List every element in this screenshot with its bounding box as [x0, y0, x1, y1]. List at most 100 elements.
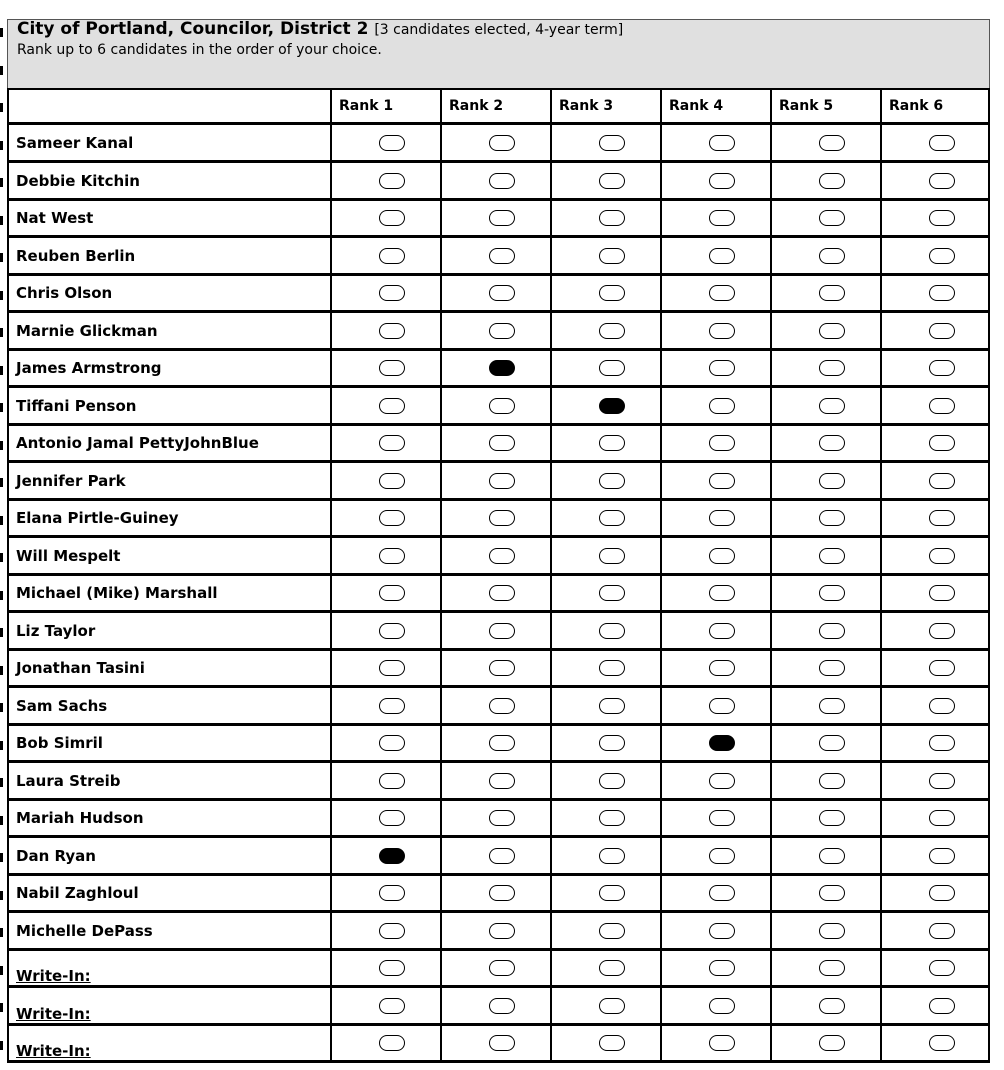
rank-4-bubble[interactable]: [709, 885, 735, 901]
rank-1-bubble[interactable]: [379, 510, 405, 526]
rank-1-bubble[interactable]: [379, 585, 405, 601]
rank-6-bubble[interactable]: [929, 585, 955, 601]
rank-4-bubble[interactable]: [709, 810, 735, 826]
rank-3-bubble[interactable]: [599, 922, 625, 939]
rank-6-bubble[interactable]: [929, 360, 955, 376]
rank-5-bubble[interactable]: [819, 810, 845, 826]
rank-5-bubble[interactable]: [819, 397, 845, 414]
rank-6-bubble[interactable]: [929, 772, 955, 789]
rank-2-bubble[interactable]: [489, 135, 515, 151]
rank-6-bubble[interactable]: [929, 547, 955, 564]
rank-3-bubble[interactable]: [599, 885, 625, 901]
rank-4-bubble[interactable]: [709, 997, 735, 1014]
rank-1-bubble[interactable]: [379, 285, 405, 301]
rank-4-bubble[interactable]: [709, 397, 735, 414]
rank-1-bubble[interactable]: [379, 660, 405, 676]
rank-3-bubble[interactable]: [599, 697, 625, 714]
rank-2-bubble[interactable]: [489, 472, 515, 489]
rank-6-bubble[interactable]: [929, 922, 955, 939]
rank-2-bubble[interactable]: [489, 847, 515, 864]
rank-2-bubble[interactable]: [489, 322, 515, 339]
rank-3-bubble[interactable]: [599, 322, 625, 339]
rank-4-bubble[interactable]: [709, 735, 735, 751]
rank-3-bubble[interactable]: [599, 435, 625, 451]
rank-4-bubble[interactable]: [709, 547, 735, 564]
rank-3-bubble[interactable]: [599, 1035, 625, 1051]
rank-6-bubble[interactable]: [929, 960, 955, 976]
rank-5-bubble[interactable]: [819, 322, 845, 339]
rank-2-bubble[interactable]: [489, 547, 515, 564]
rank-5-bubble[interactable]: [819, 472, 845, 489]
rank-1-bubble[interactable]: [379, 210, 405, 226]
rank-6-bubble[interactable]: [929, 885, 955, 901]
rank-5-bubble[interactable]: [819, 697, 845, 714]
rank-5-bubble[interactable]: [819, 885, 845, 901]
rank-3-bubble[interactable]: [599, 660, 625, 676]
rank-3-bubble[interactable]: [599, 585, 625, 601]
rank-2-bubble[interactable]: [489, 247, 515, 264]
rank-1-bubble[interactable]: [379, 172, 405, 189]
rank-5-bubble[interactable]: [819, 660, 845, 676]
rank-6-bubble[interactable]: [929, 472, 955, 489]
rank-5-bubble[interactable]: [819, 960, 845, 976]
rank-1-bubble[interactable]: [379, 322, 405, 339]
rank-5-bubble[interactable]: [819, 435, 845, 451]
rank-6-bubble[interactable]: [929, 810, 955, 826]
rank-6-bubble[interactable]: [929, 660, 955, 676]
rank-4-bubble[interactable]: [709, 247, 735, 264]
rank-2-bubble[interactable]: [489, 1035, 515, 1051]
rank-2-bubble[interactable]: [489, 772, 515, 789]
rank-6-bubble[interactable]: [929, 210, 955, 226]
rank-3-bubble[interactable]: [599, 960, 625, 976]
rank-4-bubble[interactable]: [709, 285, 735, 301]
rank-3-bubble[interactable]: [599, 510, 625, 526]
rank-4-bubble[interactable]: [709, 585, 735, 601]
rank-4-bubble[interactable]: [709, 210, 735, 226]
rank-3-bubble[interactable]: [599, 247, 625, 264]
rank-4-bubble[interactable]: [709, 472, 735, 489]
rank-2-bubble[interactable]: [489, 885, 515, 901]
rank-6-bubble[interactable]: [929, 847, 955, 864]
rank-5-bubble[interactable]: [819, 622, 845, 639]
rank-1-bubble[interactable]: [379, 847, 405, 864]
rank-2-bubble[interactable]: [489, 510, 515, 526]
rank-3-bubble[interactable]: [599, 772, 625, 789]
rank-6-bubble[interactable]: [929, 135, 955, 151]
rank-2-bubble[interactable]: [489, 810, 515, 826]
rank-1-bubble[interactable]: [379, 247, 405, 264]
rank-6-bubble[interactable]: [929, 1035, 955, 1051]
rank-1-bubble[interactable]: [379, 810, 405, 826]
rank-6-bubble[interactable]: [929, 510, 955, 526]
rank-6-bubble[interactable]: [929, 435, 955, 451]
rank-2-bubble[interactable]: [489, 585, 515, 601]
rank-4-bubble[interactable]: [709, 510, 735, 526]
rank-1-bubble[interactable]: [379, 1035, 405, 1051]
rank-5-bubble[interactable]: [819, 360, 845, 376]
rank-6-bubble[interactable]: [929, 997, 955, 1014]
rank-1-bubble[interactable]: [379, 397, 405, 414]
rank-4-bubble[interactable]: [709, 960, 735, 976]
rank-4-bubble[interactable]: [709, 322, 735, 339]
rank-4-bubble[interactable]: [709, 847, 735, 864]
rank-1-bubble[interactable]: [379, 472, 405, 489]
rank-1-bubble[interactable]: [379, 547, 405, 564]
rank-2-bubble[interactable]: [489, 285, 515, 301]
rank-4-bubble[interactable]: [709, 1035, 735, 1051]
rank-4-bubble[interactable]: [709, 922, 735, 939]
rank-5-bubble[interactable]: [819, 285, 845, 301]
rank-5-bubble[interactable]: [819, 210, 845, 226]
rank-4-bubble[interactable]: [709, 172, 735, 189]
rank-5-bubble[interactable]: [819, 585, 845, 601]
rank-1-bubble[interactable]: [379, 360, 405, 376]
rank-6-bubble[interactable]: [929, 322, 955, 339]
rank-5-bubble[interactable]: [819, 1035, 845, 1051]
rank-3-bubble[interactable]: [599, 547, 625, 564]
rank-2-bubble[interactable]: [489, 660, 515, 676]
rank-1-bubble[interactable]: [379, 997, 405, 1014]
rank-4-bubble[interactable]: [709, 772, 735, 789]
rank-2-bubble[interactable]: [489, 210, 515, 226]
rank-1-bubble[interactable]: [379, 435, 405, 451]
rank-5-bubble[interactable]: [819, 247, 845, 264]
rank-2-bubble[interactable]: [489, 622, 515, 639]
rank-3-bubble[interactable]: [599, 360, 625, 376]
